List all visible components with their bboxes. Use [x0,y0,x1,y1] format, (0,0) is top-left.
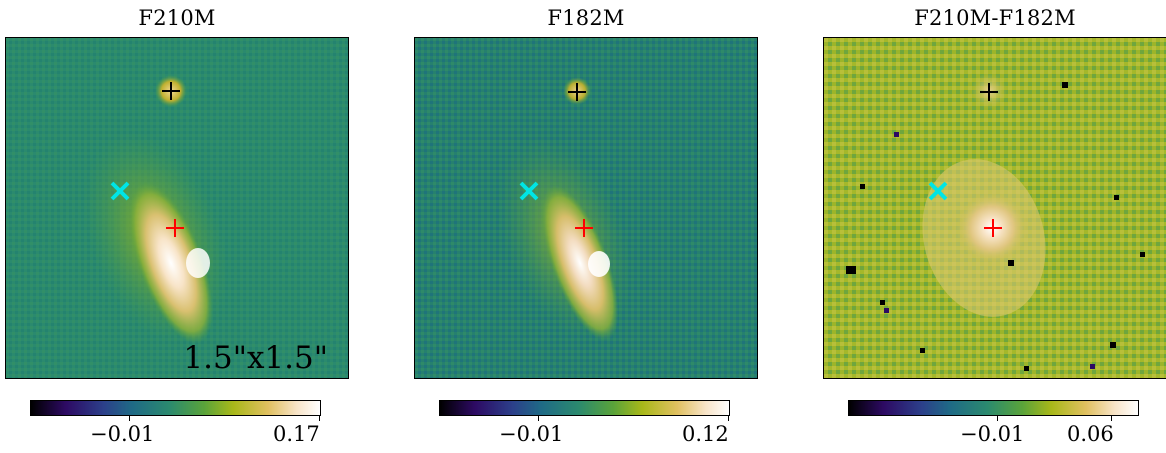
colorbar-tick-label: −0.01 [499,422,564,446]
panel-f210m-f182m: F210M-F182M [823,0,1166,453]
image-f210m-f182m [823,37,1166,379]
colorbar-tick-label: −0.01 [90,422,155,446]
image-canvas-f182m [415,38,757,378]
panel-title: F210M-F182M [914,6,1076,30]
colorbar-tick-label: 0.17 [273,422,320,446]
panel-title: F210M [138,6,216,30]
image-canvas-f210m [6,38,348,378]
cyan-x-marker [519,181,539,201]
image-f182m [414,37,758,379]
colorbar-tick-label: 0.06 [1067,422,1114,446]
colorbar-f182m [439,400,730,421]
black-plus-marker [980,83,998,101]
colorbar-f210m [30,400,321,421]
scale-label: 1.5"x1.5" [183,340,328,376]
red-plus-marker [575,219,593,237]
colorbar-tick [1111,416,1112,421]
red-plus-marker [166,219,184,237]
noise-pixels-purple [884,132,1095,369]
black-plus-marker [568,83,586,101]
noise-pixels [846,82,1145,371]
colorbar-tick [728,416,729,421]
image-canvas-diff [824,38,1166,378]
red-plus-marker [984,219,1002,237]
panel-title: F182M [547,6,625,30]
cyan-x-marker [110,181,130,201]
black-plus-marker [162,82,180,100]
colorbar-f210m-f182m [848,400,1139,421]
colorbar-tick-label: 0.12 [682,422,729,446]
image-f210m: 1.5"x1.5" [5,37,349,379]
panel-f182m: F182M [414,0,758,453]
cyan-x-marker [928,181,948,201]
colorbar-tick [997,416,998,421]
colorbar-tick [129,416,130,421]
panel-f210m: F210M [5,0,349,453]
colorbar-tick [538,416,539,421]
colorbar-tick [319,416,320,421]
colorbar-tick-label: −0.01 [960,422,1025,446]
